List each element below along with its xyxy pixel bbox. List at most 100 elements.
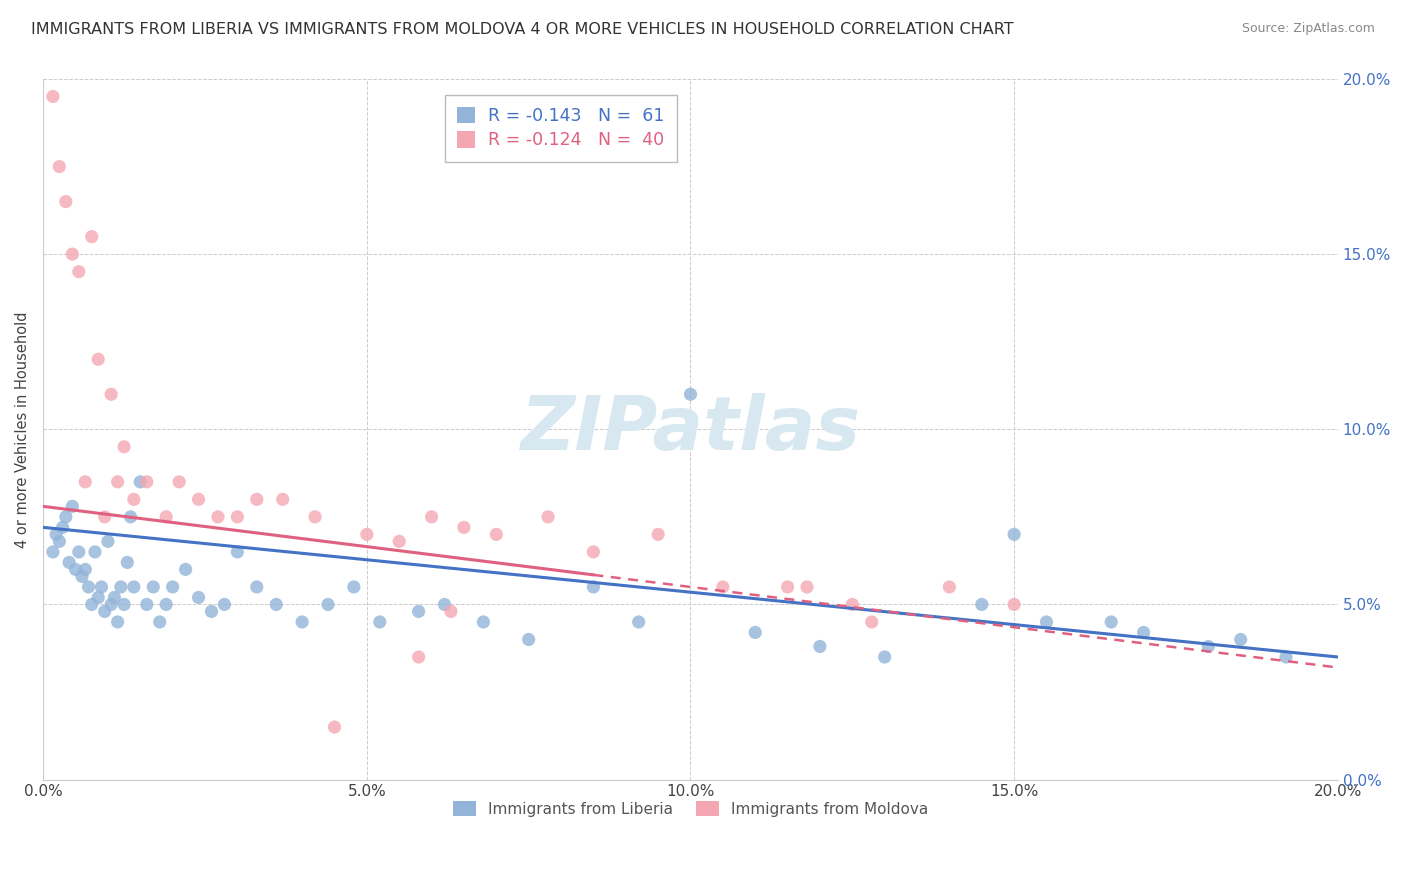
Point: [433, 598, 456, 612]
Point: [55, 509, 77, 524]
Point: [117, 556, 139, 570]
Point: [1275, 650, 1298, 665]
Point: [67, 265, 90, 279]
Point: [187, 591, 209, 605]
Point: [90, 580, 112, 594]
Point: [938, 580, 960, 594]
Point: [93, 509, 115, 524]
Point: [155, 598, 177, 612]
Text: ZIPatlas: ZIPatlas: [520, 392, 860, 466]
Point: [1229, 632, 1251, 647]
Point: [304, 509, 326, 524]
Point: [70, 569, 93, 583]
Point: [135, 598, 157, 612]
Point: [52, 520, 75, 534]
Point: [796, 580, 818, 594]
Point: [87, 352, 110, 367]
Point: [246, 580, 269, 594]
Point: [87, 591, 110, 605]
Point: [149, 615, 172, 629]
Point: [226, 545, 249, 559]
Point: [368, 615, 391, 629]
Point: [75, 562, 97, 576]
Point: [420, 509, 443, 524]
Y-axis label: 4 or more Vehicles in Household: 4 or more Vehicles in Household: [15, 311, 30, 548]
Point: [472, 615, 495, 629]
Point: [485, 527, 508, 541]
Point: [122, 492, 145, 507]
Point: [226, 509, 249, 524]
Point: [107, 615, 129, 629]
Point: [517, 632, 540, 647]
Point: [167, 475, 190, 489]
Point: [42, 89, 65, 103]
Point: [291, 615, 314, 629]
Point: [122, 580, 145, 594]
Point: [48, 160, 70, 174]
Point: [679, 387, 702, 401]
Point: [110, 580, 132, 594]
Point: [129, 475, 152, 489]
Point: [841, 598, 863, 612]
Point: [155, 509, 177, 524]
Point: [107, 475, 129, 489]
Point: [187, 492, 209, 507]
Point: [246, 492, 269, 507]
Point: [55, 194, 77, 209]
Point: [582, 545, 605, 559]
Text: Source: ZipAtlas.com: Source: ZipAtlas.com: [1241, 22, 1375, 36]
Point: [776, 580, 799, 594]
Point: [45, 527, 67, 541]
Point: [58, 556, 80, 570]
Point: [42, 545, 65, 559]
Point: [162, 580, 184, 594]
Point: [388, 534, 411, 549]
Point: [970, 598, 993, 612]
Point: [744, 625, 766, 640]
Point: [711, 580, 734, 594]
Point: [408, 604, 430, 618]
Point: [271, 492, 294, 507]
Text: IMMIGRANTS FROM LIBERIA VS IMMIGRANTS FROM MOLDOVA 4 OR MORE VEHICLES IN HOUSEHO: IMMIGRANTS FROM LIBERIA VS IMMIGRANTS FR…: [31, 22, 1014, 37]
Point: [323, 720, 346, 734]
Point: [440, 604, 463, 618]
Point: [84, 545, 107, 559]
Point: [873, 650, 896, 665]
Point: [1002, 598, 1025, 612]
Point: [93, 604, 115, 618]
Point: [100, 598, 122, 612]
Legend: Immigrants from Liberia, Immigrants from Moldova: Immigrants from Liberia, Immigrants from…: [446, 794, 936, 824]
Point: [582, 580, 605, 594]
Point: [647, 527, 669, 541]
Point: [207, 509, 229, 524]
Point: [120, 509, 142, 524]
Point: [627, 615, 650, 629]
Point: [860, 615, 883, 629]
Point: [1002, 527, 1025, 541]
Point: [103, 591, 125, 605]
Point: [174, 562, 197, 576]
Point: [77, 580, 100, 594]
Point: [1197, 640, 1219, 654]
Point: [60, 247, 83, 261]
Point: [264, 598, 287, 612]
Point: [356, 527, 378, 541]
Point: [97, 534, 120, 549]
Point: [1035, 615, 1057, 629]
Point: [214, 598, 236, 612]
Point: [60, 500, 83, 514]
Point: [112, 598, 135, 612]
Point: [80, 598, 103, 612]
Point: [1132, 625, 1154, 640]
Point: [100, 387, 122, 401]
Point: [67, 545, 90, 559]
Point: [808, 640, 831, 654]
Point: [75, 475, 97, 489]
Point: [316, 598, 339, 612]
Point: [112, 440, 135, 454]
Point: [80, 229, 103, 244]
Point: [48, 534, 70, 549]
Point: [408, 650, 430, 665]
Point: [200, 604, 222, 618]
Point: [537, 509, 560, 524]
